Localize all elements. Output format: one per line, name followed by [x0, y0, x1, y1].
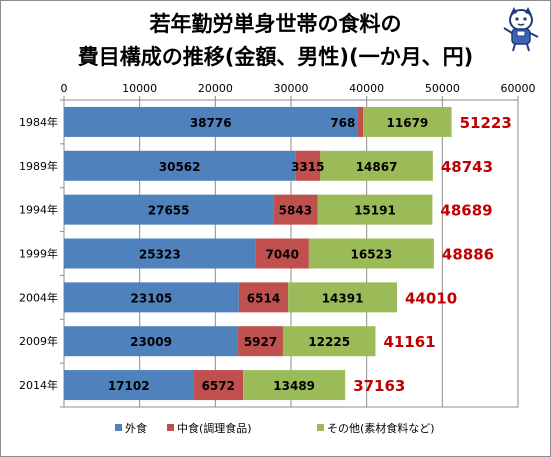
bar-data-label: 16523 — [351, 248, 393, 262]
bar-total-label: 48743 — [441, 158, 493, 176]
bar-data-label: 23009 — [130, 335, 172, 349]
y-category-label: 1984年 — [19, 115, 58, 129]
bar-segment — [64, 282, 239, 313]
y-category-label: 2009年 — [19, 334, 58, 348]
bar-segment — [288, 282, 398, 313]
bar-segment — [255, 238, 309, 269]
bar-data-label: 14867 — [356, 160, 398, 174]
y-category-label: 2014年 — [19, 378, 58, 392]
bar-segment — [64, 106, 358, 137]
bar-data-label: 38776 — [190, 116, 232, 130]
bar-segment — [193, 370, 244, 401]
bar-total-label: 51223 — [460, 114, 512, 132]
bar-data-label: 5927 — [244, 335, 277, 349]
x-tick-label: 30000 — [274, 82, 309, 95]
bar-data-label: 768 — [330, 116, 355, 130]
x-tick-label: 40000 — [349, 82, 384, 95]
bar-data-label: 5843 — [279, 204, 312, 218]
bar-data-label: 13489 — [273, 379, 315, 393]
x-tick-label: 50000 — [425, 82, 460, 95]
bar-data-label: 27655 — [148, 204, 190, 218]
bar-segment — [273, 194, 318, 225]
bar-segment — [282, 326, 376, 357]
chart-title-line-1: 若年勤労単身世帯の食料の — [149, 12, 402, 36]
bar-segment — [243, 370, 346, 401]
bar-data-label: 7040 — [266, 248, 299, 262]
bar-data-label: 6514 — [247, 291, 280, 305]
bar-data-label: 3315 — [291, 160, 324, 174]
bar-total-label: 44010 — [405, 289, 457, 307]
x-tick-label: 20000 — [198, 82, 233, 95]
legend-label: 中食(調理食品) — [177, 421, 252, 435]
bar-data-label: 25323 — [139, 248, 181, 262]
x-tick-label: 60000 — [501, 82, 536, 95]
y-category-label: 2004年 — [19, 290, 58, 304]
legend-label: 外食 — [125, 421, 147, 435]
bar-segment — [295, 150, 321, 181]
bar-data-label: 6572 — [202, 379, 235, 393]
bar-segment — [64, 150, 296, 181]
legend-label: その他(素材食料など) — [327, 421, 435, 435]
bar-segment — [64, 370, 194, 401]
bar-segment — [64, 238, 256, 269]
bar-total-label: 37163 — [353, 377, 405, 395]
chart-title-line-2: 費目構成の推移(金額、男性)(一か月、円) — [77, 45, 474, 69]
bar-data-label: 12225 — [308, 335, 350, 349]
y-category-label: 1999年 — [19, 247, 58, 261]
bar-segment — [64, 326, 239, 357]
bar-segment — [363, 106, 452, 137]
y-category-label: 1989年 — [19, 159, 58, 173]
bar-segment — [238, 326, 283, 357]
bar-segment — [308, 238, 434, 269]
bar-data-label: 30562 — [159, 160, 201, 174]
bar-data-label: 23105 — [131, 291, 173, 305]
bar-total-label: 48886 — [442, 246, 494, 264]
legend-swatch — [317, 424, 324, 431]
bar-data-label: 17102 — [108, 379, 150, 393]
y-category-label: 1994年 — [19, 203, 58, 217]
x-tick-label: 10000 — [122, 82, 157, 95]
bar-data-label: 14391 — [322, 291, 364, 305]
bar-segment — [357, 106, 364, 137]
legend-swatch — [115, 424, 122, 431]
bar-segment — [64, 194, 274, 225]
mascot-illustration — [503, 7, 539, 52]
bar-data-label: 11679 — [387, 116, 429, 130]
bar-data-label: 15191 — [354, 204, 396, 218]
bar-segment — [320, 150, 433, 181]
bar-total-label: 48689 — [440, 202, 492, 220]
legend-swatch — [167, 424, 174, 431]
bar-segment — [238, 282, 289, 313]
x-tick-label: 0 — [61, 82, 68, 95]
bar-total-label: 41161 — [383, 333, 435, 351]
bar-segment — [317, 194, 433, 225]
